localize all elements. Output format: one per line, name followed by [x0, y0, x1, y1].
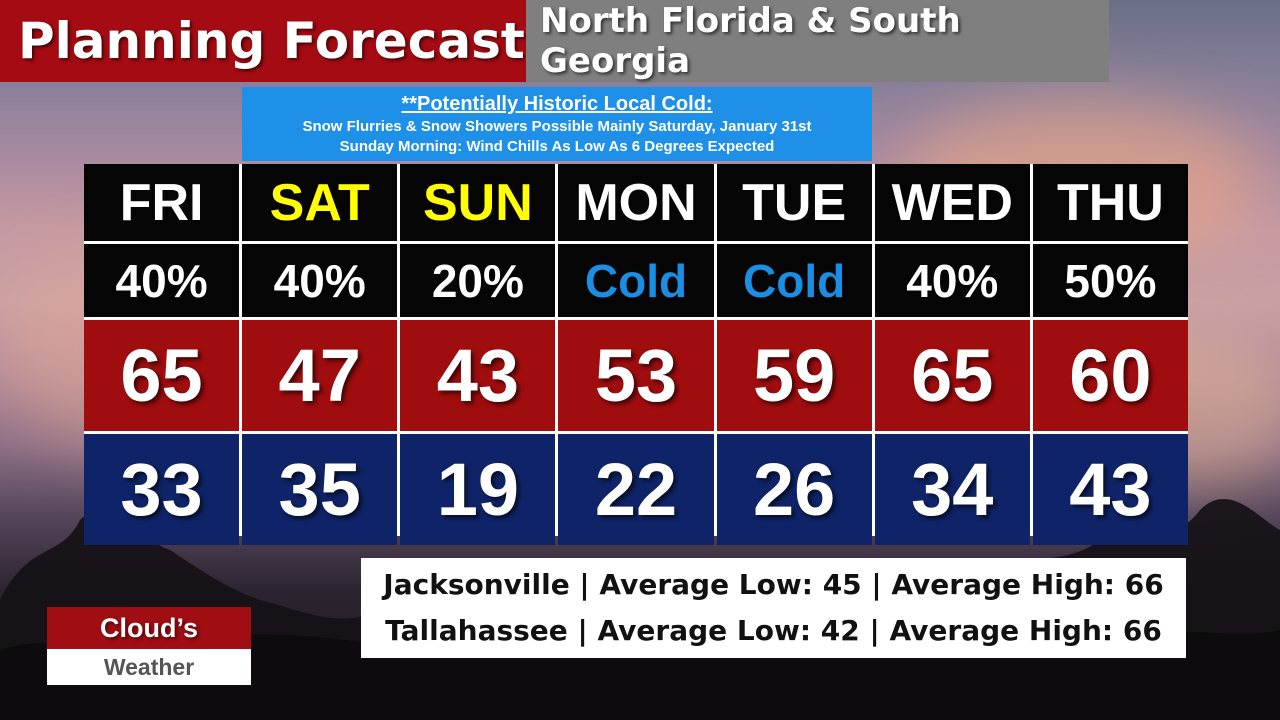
logo-top: Cloud’s	[47, 607, 251, 649]
jacksonville-averages: Jacksonville | Average Low: 45 | Average…	[383, 568, 1164, 601]
forecast-grid: FRI SAT SUN MON TUE WED THU 40% 40% 20% …	[84, 164, 1188, 545]
logo-bottom: Weather	[47, 649, 251, 685]
precip-sat: 40%	[242, 244, 398, 317]
low-temp-thu: 43	[1032, 434, 1188, 545]
high-temp-fri: 65	[84, 320, 240, 431]
alert-banner: **Potentially Historic Local Cold: Snow …	[242, 87, 872, 161]
high-temp-sun: 43	[400, 320, 556, 431]
precip-thu: 50%	[1032, 244, 1188, 317]
low-temp-fri: 33	[84, 434, 240, 545]
day-label-mon: MON	[558, 164, 714, 241]
alert-line: Snow Flurries & Snow Showers Possible Ma…	[302, 118, 812, 135]
day-label-sat: SAT	[242, 164, 398, 241]
day-label-wed: WED	[874, 164, 1030, 241]
low-temp-tue: 26	[716, 434, 872, 545]
precip-sun: 20%	[400, 244, 556, 317]
high-temp-sat: 47	[242, 320, 398, 431]
day-label-thu: THU	[1032, 164, 1188, 241]
alert-line: Sunday Morning: Wind Chills As Low As 6 …	[339, 138, 775, 155]
low-temp-sat: 35	[242, 434, 398, 545]
alert-title: **Potentially Historic Local Cold:	[401, 93, 713, 115]
high-temp-wed: 65	[874, 320, 1030, 431]
precip-mon: Cold	[558, 244, 714, 317]
high-temp-mon: 53	[558, 320, 714, 431]
day-label-sun: SUN	[400, 164, 556, 241]
low-temp-mon: 22	[558, 434, 714, 545]
region-label: North Florida & South Georgia	[526, 0, 1109, 82]
day-label-fri: FRI	[84, 164, 240, 241]
page-title: Planning Forecast	[0, 0, 526, 82]
average-temps-box: Jacksonville | Average Low: 45 | Average…	[361, 558, 1186, 658]
precip-wed: 40%	[874, 244, 1030, 317]
day-label-tue: TUE	[716, 164, 872, 241]
precip-tue: Cold	[716, 244, 872, 317]
low-temp-sun: 19	[400, 434, 556, 545]
high-temp-tue: 59	[716, 320, 872, 431]
low-temp-wed: 34	[874, 434, 1030, 545]
precip-fri: 40%	[84, 244, 240, 317]
tallahassee-averages: Tallahassee | Average Low: 42 | Average …	[385, 614, 1162, 647]
high-temp-thu: 60	[1032, 320, 1188, 431]
